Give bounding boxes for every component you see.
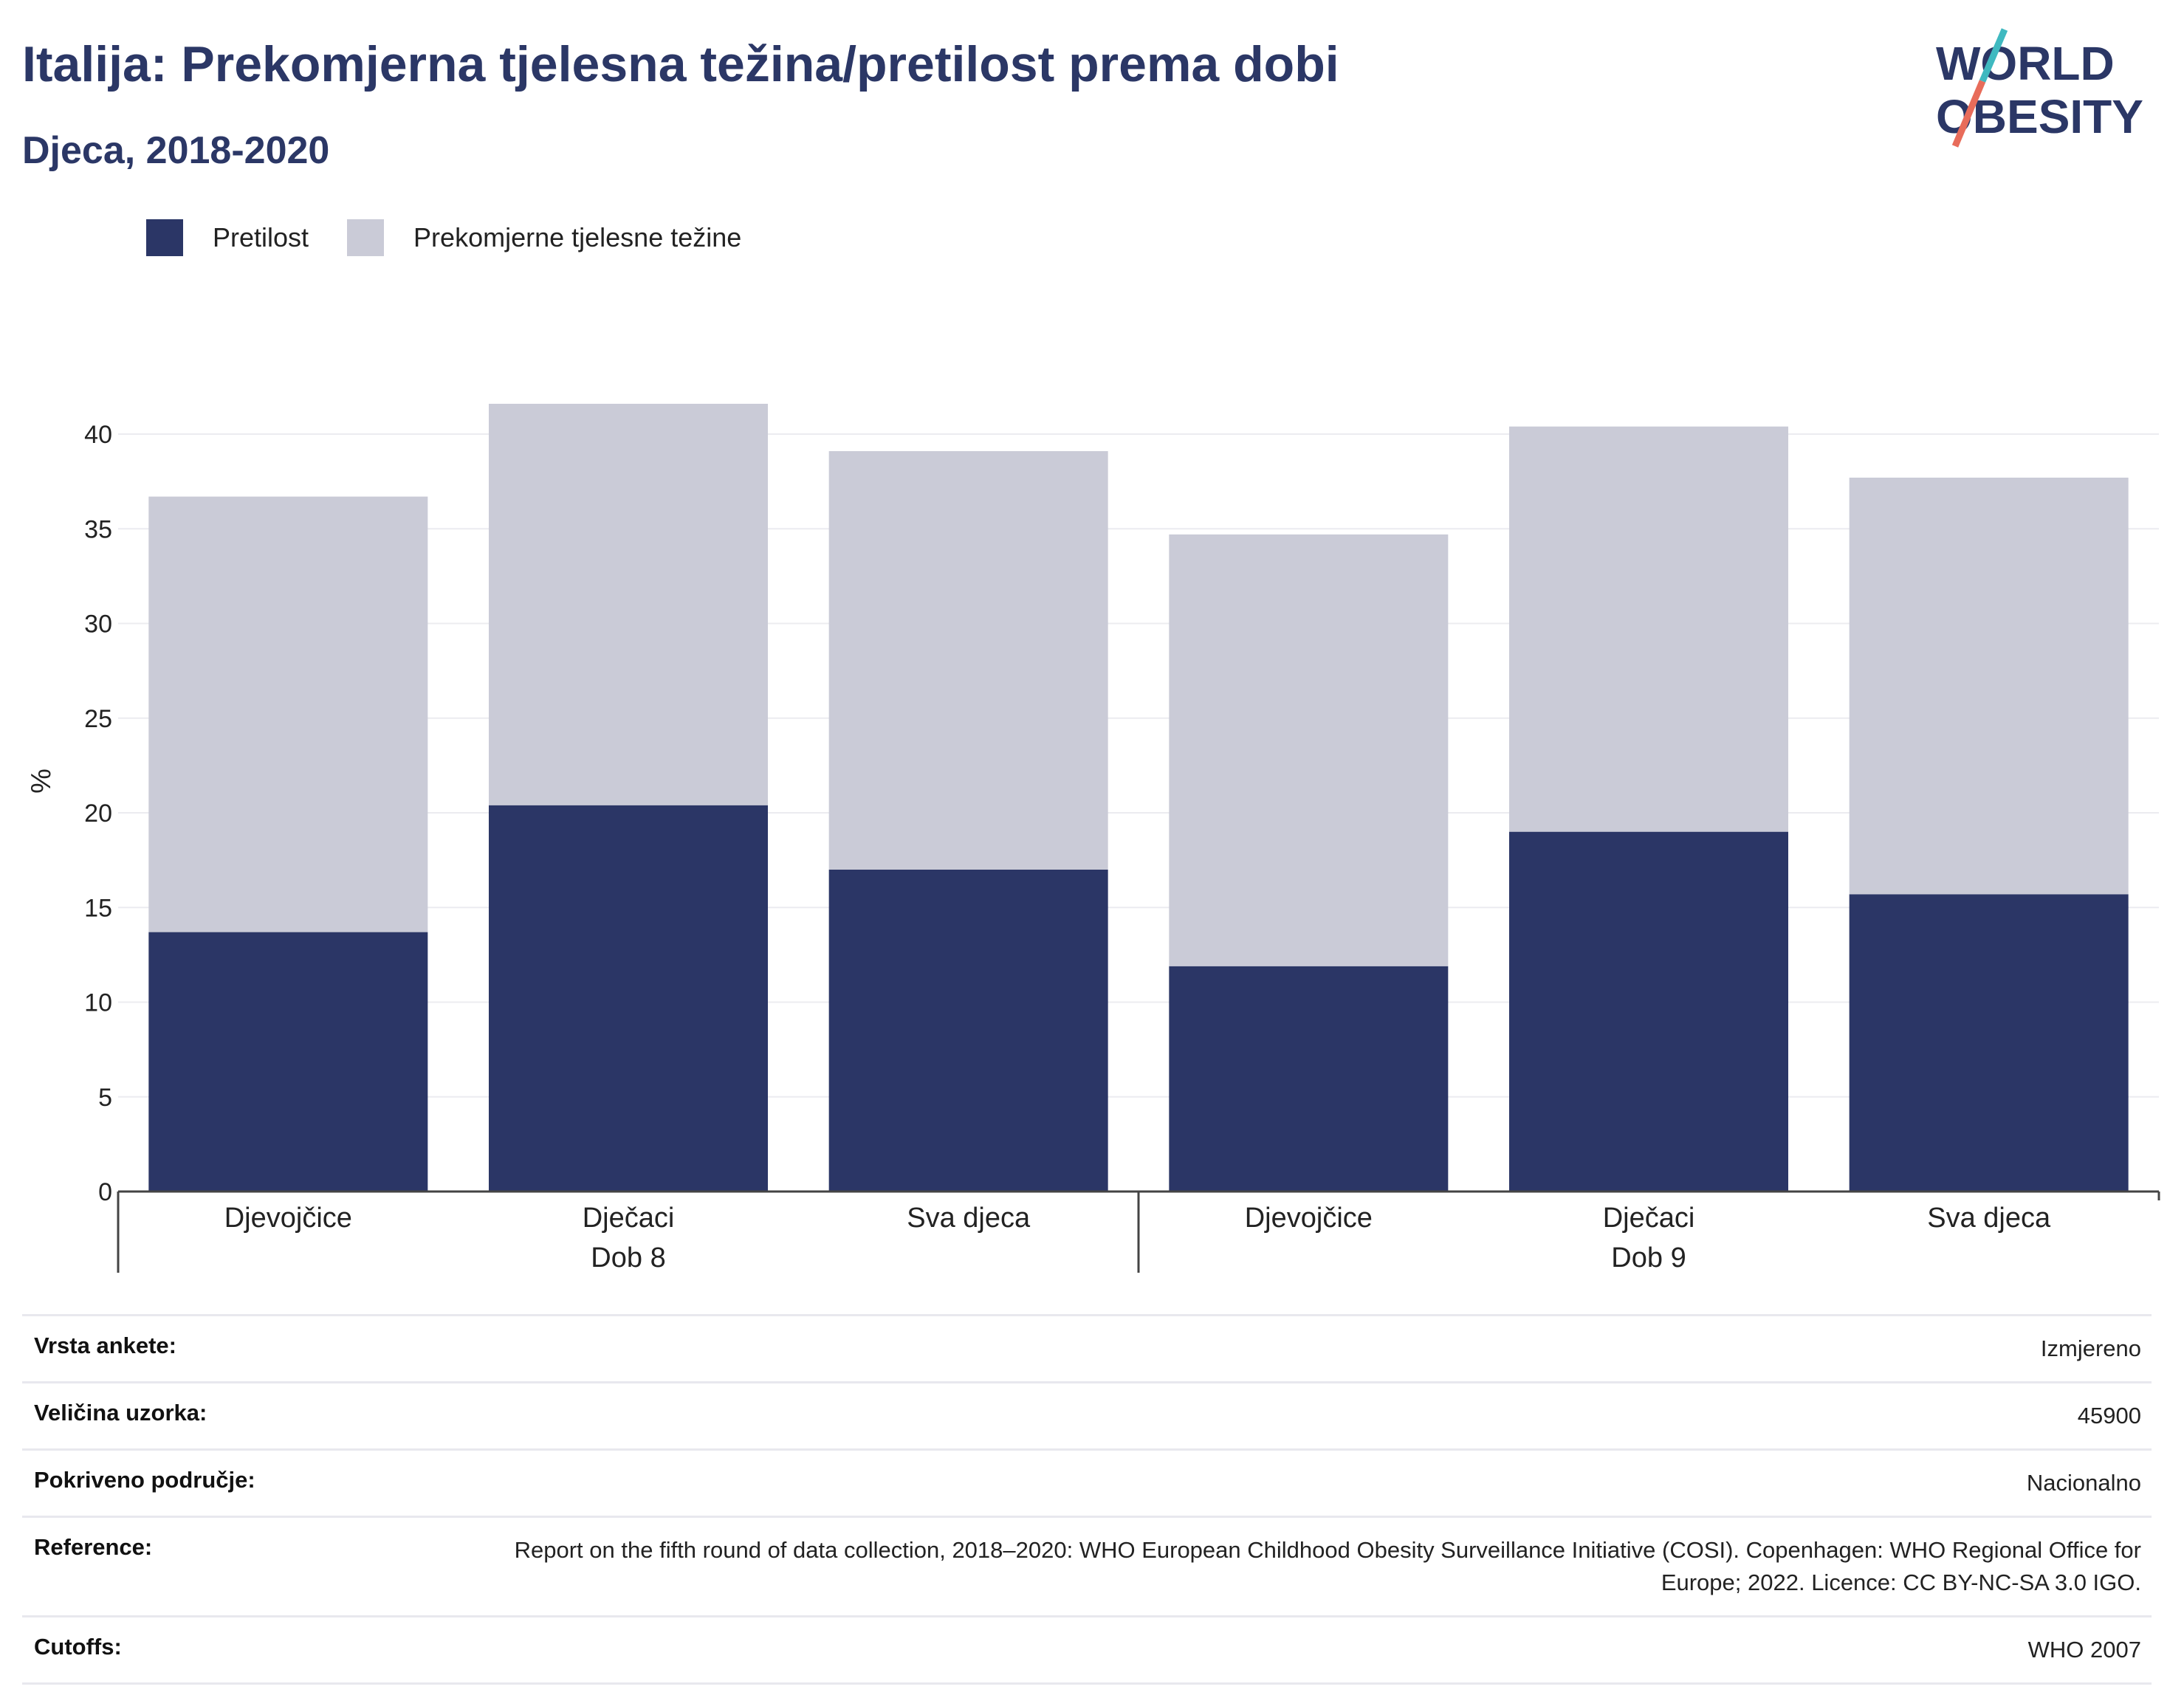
bar-overweight <box>148 496 428 932</box>
bar-obese <box>1169 966 1449 1192</box>
x-category-label: Sva djeca <box>1927 1203 2051 1234</box>
info-row-sample-size: Veličina uzorka: 45900 <box>22 1381 2152 1448</box>
x-category-label: Dječaci <box>1603 1203 1695 1234</box>
chart-subtitle: Djeca, 2018-2020 <box>22 129 330 172</box>
y-tick-label: 10 <box>84 989 112 1017</box>
logo-slash-coral <box>1951 80 1986 148</box>
info-value: WHO 2007 <box>2027 1637 2141 1663</box>
legend: Pretilost Prekomjerne tjelesne težine <box>146 219 780 257</box>
x-group-label: Dob 8 <box>591 1242 665 1273</box>
y-tick-label: 15 <box>84 894 112 922</box>
y-tick-label: 40 <box>84 421 112 449</box>
legend-swatch-obese <box>146 219 183 256</box>
y-tick-label: 35 <box>84 515 112 543</box>
x-category-label: Djevojčice <box>1245 1203 1373 1234</box>
bar-overweight <box>1849 477 2129 895</box>
x-category-label: Djevojčice <box>224 1203 352 1234</box>
x-category-label: Dječaci <box>583 1203 675 1234</box>
info-key: Veličina uzorka: <box>34 1400 207 1426</box>
bar-obese <box>1849 894 2129 1192</box>
y-tick-label: 20 <box>84 800 112 828</box>
stacked-bar-chart: 0 5 10 15 20 25 30 35 40% Djevojčice Dječaci Sva dj… <box>26 403 2160 1273</box>
bar-overweight <box>1509 426 1788 832</box>
y-tick-label: 0 <box>98 1178 112 1206</box>
legend-label-overweight: Prekomjerne tjelesne težine <box>413 222 742 252</box>
info-key: Reference: <box>34 1534 153 1560</box>
bar-obese <box>828 869 1108 1192</box>
bar-obese <box>148 932 428 1192</box>
info-row-cutoffs: Cutoffs: WHO 2007 <box>22 1615 2152 1685</box>
legend-swatch-overweight <box>347 219 385 256</box>
bar-overweight <box>1169 534 1449 966</box>
info-row-reference: Reference: Report on the fifth round of … <box>22 1516 2152 1615</box>
x-group-label: Dob 9 <box>1611 1242 1686 1273</box>
y-tick-label: 5 <box>98 1084 112 1112</box>
info-value: Nacionalno <box>2026 1470 2141 1496</box>
info-value: Report on the fifth round of data collec… <box>514 1537 2141 1595</box>
info-table: Vrsta ankete: Izmjereno Veličina uzorka:… <box>22 1314 2152 1685</box>
bar-obese <box>1509 831 1788 1192</box>
y-tick-label: 25 <box>84 705 112 733</box>
info-key: Cutoffs: <box>34 1634 122 1660</box>
y-axis-label: % <box>26 769 57 794</box>
info-value: Izmjereno <box>2040 1335 2141 1361</box>
info-value: 45900 <box>2077 1403 2141 1428</box>
chart-title: Italija: Prekomjerna tjelesna težina/pre… <box>22 36 1339 92</box>
legend-label-obese: Pretilost <box>213 222 309 252</box>
x-category-label: Sva djeca <box>907 1203 1031 1234</box>
info-row-survey-type: Vrsta ankete: Izmjereno <box>22 1314 2152 1381</box>
bar-overweight <box>828 451 1108 870</box>
info-key: Vrsta ankete: <box>34 1333 176 1358</box>
y-tick-label: 30 <box>84 611 112 639</box>
info-key: Pokriveno područje: <box>34 1467 255 1493</box>
info-row-coverage: Pokriveno područje: Nacionalno <box>22 1448 2152 1516</box>
logo-slash-teal <box>1979 28 2008 83</box>
bar-overweight <box>489 403 768 805</box>
logo-line1: WORLD <box>1936 37 2115 90</box>
world-obesity-logo: WORLD OBESITY <box>1936 28 2143 148</box>
bar-obese <box>489 805 768 1192</box>
